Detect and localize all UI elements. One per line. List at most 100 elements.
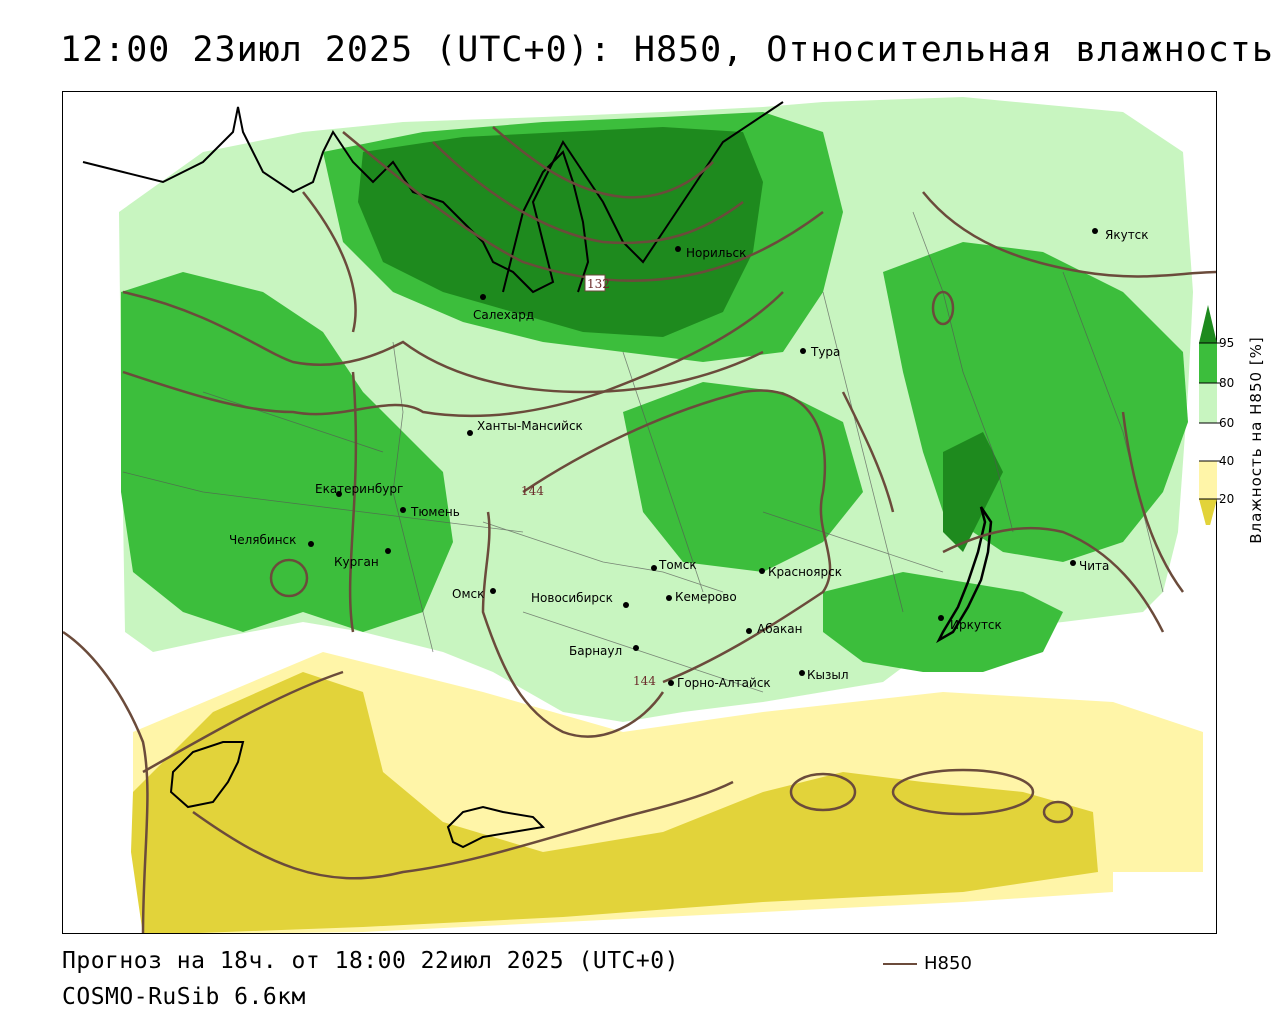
city-3: Тура (800, 345, 840, 359)
admin-borders (122, 211, 1164, 693)
city-14: Барнаул (569, 644, 639, 658)
h850-contour-7 (348, 371, 358, 633)
city-dot (385, 548, 391, 554)
city-dot (800, 348, 806, 354)
city-18: Иркутск (938, 615, 1002, 632)
colorbar-band-80-95 (1199, 343, 1217, 383)
city-label: Тюмень (410, 505, 460, 519)
map-frame: 132 144 144 Якутск Норильск Салехард Тура Ха… (62, 91, 1217, 934)
colorbar-bottom-triangle (1199, 499, 1217, 525)
city-label: Челябинск (229, 533, 296, 547)
city-dot (1092, 228, 1098, 234)
city-label: Кемерово (675, 590, 737, 604)
h850-contour-14 (922, 191, 1216, 278)
colorbar-band-60-80 (1199, 383, 1217, 423)
city-19: Чита (1070, 559, 1109, 573)
city-dot (666, 595, 672, 601)
city-dot (490, 588, 496, 594)
colorbar-band-40-60 (1199, 423, 1217, 461)
city-9: Омск (452, 587, 496, 601)
city-label: Горно-Алтайск (677, 676, 771, 690)
caspian-coastline (169, 741, 245, 809)
city-label: Омск (452, 587, 484, 601)
h850-contour-loop-2 (269, 558, 309, 598)
h850-contour-loop-5 (1042, 800, 1074, 824)
h850-legend-line-icon (883, 963, 917, 965)
h850-contour-8 (481, 511, 665, 738)
city-dot (308, 541, 314, 547)
contour-label-144-central: 144 (521, 484, 544, 498)
colorbar-tick-20: 20 (1219, 492, 1234, 506)
forecast-info: Прогноз на 18ч. от 18:00 22июл 2025 (UTC… (62, 948, 679, 974)
city-label: Томск (658, 558, 697, 572)
city-15: Абакан (746, 622, 802, 636)
city-10: Новосибирск (531, 591, 629, 608)
city-13: Красноярск (759, 565, 842, 579)
city-label: Новосибирск (531, 591, 613, 605)
city-dot (400, 507, 406, 513)
h850-contour-12 (192, 780, 734, 880)
city-16: Горно-Алтайск (668, 676, 771, 690)
city-7: Челябинск (229, 533, 314, 547)
city-dot (467, 430, 473, 436)
lake-baikal (936, 506, 993, 644)
city-1: Норильск (675, 246, 746, 260)
humidity-zone-lt20 (131, 672, 1098, 933)
city-0: Якутск (1092, 228, 1149, 242)
city-label: Тура (810, 345, 840, 359)
city-dot (668, 680, 674, 686)
humidity-zone-80-95-baikal (823, 572, 1063, 672)
colorbar-tick-40: 40 (1219, 454, 1234, 468)
city-11: Томск (651, 558, 697, 572)
city-label: Салехард (473, 308, 534, 322)
contour-labels: 132 144 144 (521, 274, 656, 688)
city-dot (633, 645, 639, 651)
h850-contour-13 (942, 526, 1165, 633)
city-label: Кызыл (807, 668, 849, 682)
city-label: Барнаул (569, 644, 622, 658)
city-2: Салехард (473, 294, 534, 322)
humidity-zone-95-baikal (943, 432, 1003, 552)
contour-label-144-south: 144 (633, 674, 656, 688)
h850-contour-loop-1 (931, 290, 955, 326)
city-dot (480, 294, 486, 300)
city-12: Кемерово (666, 590, 737, 604)
city-dot (623, 602, 629, 608)
city-dot (759, 568, 765, 574)
city-label: Курган (334, 555, 379, 569)
humidity-colorbar: 95 80 60 40 20 (1199, 305, 1234, 525)
h850-contour-15 (841, 391, 895, 513)
city-label: Абакан (757, 622, 802, 636)
humidity-zone-80-95-central (623, 382, 863, 572)
city-dot (651, 565, 657, 571)
city-5: Екатеринбург (315, 482, 403, 497)
city-label: Ханты-Мансийск (477, 419, 583, 433)
h850-contour-6 (122, 291, 784, 418)
city-dot (675, 246, 681, 252)
humidity-zone-80-95-west (121, 272, 453, 632)
humidity-zone-95-north (358, 127, 763, 337)
h850-contour-1 (122, 290, 764, 394)
city-label: Иркутск (950, 618, 1002, 632)
city-label: Чита (1079, 559, 1109, 573)
colorbar-band-20-40 (1199, 461, 1217, 499)
h850-contours (63, 126, 1216, 933)
city-label: Норильск (686, 246, 746, 260)
balkhash-lake (446, 805, 546, 849)
city-label: Екатеринбург (315, 482, 403, 496)
h850-contour-5 (492, 126, 714, 199)
h850-contour-16 (1121, 411, 1185, 593)
h850-contour-11 (142, 670, 344, 774)
map-title: 12:00 23июл 2025 (UTC+0): H850, Относите… (60, 30, 1274, 70)
colorbar-tick-60: 60 (1219, 416, 1234, 430)
city-8: Курган (334, 548, 391, 569)
city-6: Тюмень (400, 505, 460, 519)
yamal-peninsula-coast (502, 150, 590, 293)
h850-contour-2 (302, 191, 357, 333)
city-dot (799, 670, 805, 676)
h850-contour-4 (432, 141, 744, 245)
arctic-coastline (82, 101, 784, 294)
city-markers: Якутск Норильск Салехард Тура Ханты-Мансийск… (229, 228, 1149, 690)
h850-contour-loop-3 (789, 772, 857, 812)
city-dot (1070, 560, 1076, 566)
